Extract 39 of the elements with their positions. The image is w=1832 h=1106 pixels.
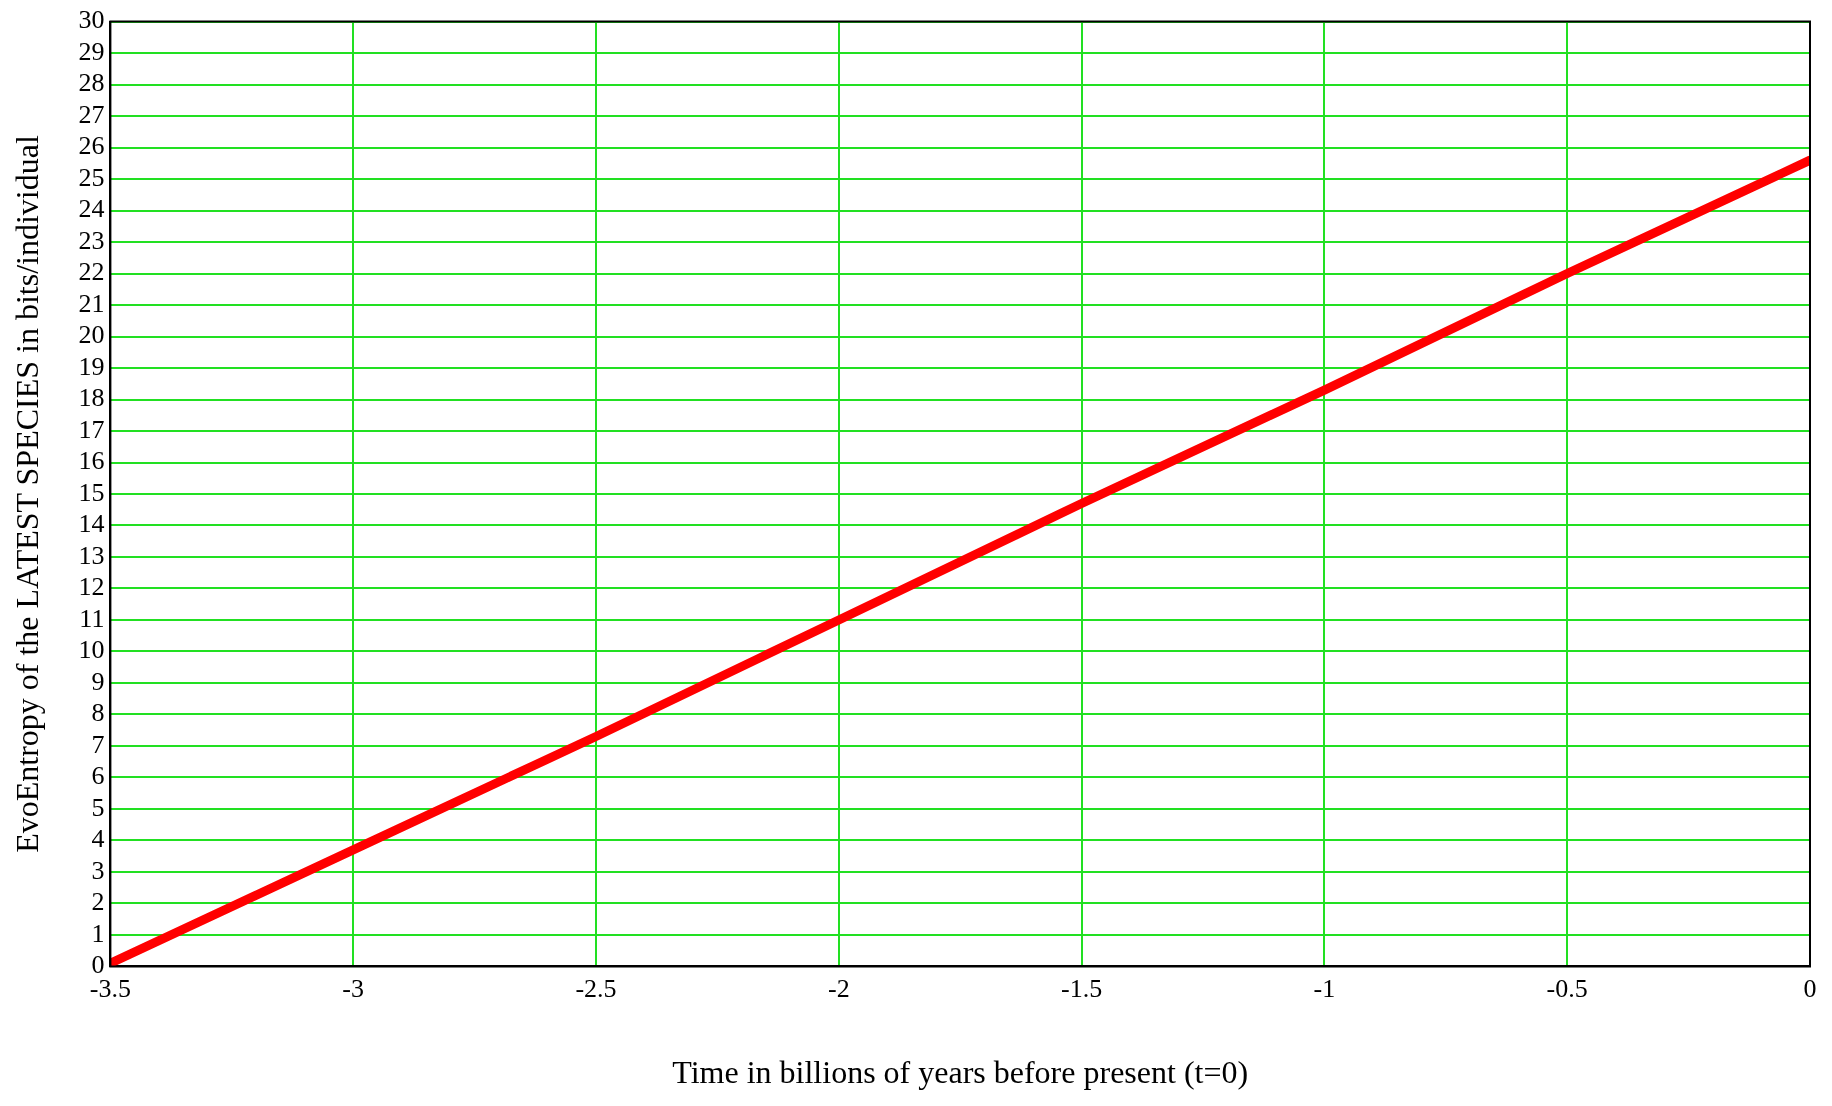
- y-tick-label: 27: [78, 99, 105, 129]
- y-tick-label: 6: [91, 761, 105, 791]
- y-tick-label: 12: [78, 572, 105, 602]
- x-tick-label: -0.5: [1546, 973, 1588, 1003]
- y-tick-label: 2: [91, 887, 105, 917]
- x-tick-label: -3: [342, 973, 365, 1003]
- y-tick-label: 17: [78, 414, 105, 444]
- y-tick-label: 4: [91, 824, 105, 854]
- y-tick-label: 16: [78, 446, 105, 476]
- y-tick-label: 30: [78, 5, 105, 35]
- x-tick-label: -2: [827, 973, 850, 1003]
- y-tick-label: 23: [78, 225, 105, 255]
- y-tick-label: 7: [91, 729, 105, 759]
- y-tick-label: 13: [78, 540, 105, 570]
- y-tick-label: 18: [78, 383, 105, 413]
- y-tick-label: 8: [91, 698, 105, 728]
- y-tick-label: 20: [78, 320, 105, 350]
- y-tick-label: 28: [78, 68, 105, 98]
- y-tick-label: 10: [78, 635, 105, 665]
- x-tick-label: 0: [1803, 973, 1817, 1003]
- y-tick-label: 11: [79, 603, 105, 633]
- x-tick-label: -1.5: [1061, 973, 1103, 1003]
- y-tick-label: 22: [78, 257, 105, 287]
- y-tick-label: 3: [91, 855, 105, 885]
- y-tick-label: 21: [78, 288, 105, 318]
- x-tick-label: -2.5: [575, 973, 617, 1003]
- y-tick-label: 14: [78, 509, 105, 539]
- y-tick-label: 5: [91, 792, 105, 822]
- y-axis-title: EvoEntropy of the LATEST SPECIES in bits/individual: [8, 135, 45, 853]
- x-tick-label: -1: [1313, 973, 1336, 1003]
- y-tick-label: 25: [78, 162, 105, 192]
- y-tick-label: 1: [91, 918, 105, 948]
- y-tick-label: 19: [78, 351, 105, 381]
- y-tick-label: 29: [78, 36, 105, 66]
- y-tick-label: 15: [78, 477, 105, 507]
- y-tick-label: 24: [78, 194, 105, 224]
- y-tick-label: 9: [91, 666, 105, 696]
- y-tick-label: 26: [78, 131, 105, 161]
- x-axis-title: Time in billions of years before present (t=0): [672, 1054, 1249, 1091]
